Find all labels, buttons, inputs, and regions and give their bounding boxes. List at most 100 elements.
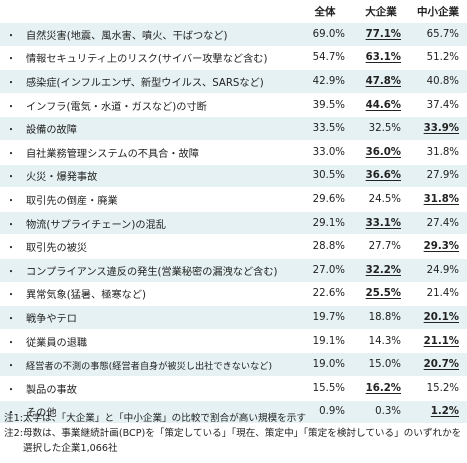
row-label: 自然災害(地震、風水害、噴火、干ばつなど) [22,22,297,47]
table-row: ・感染症(インフルエンザ、新型ウイルス、SARSなど) 42.9% 47.8% 40.… [0,69,467,94]
row-label: コンプライアンス違反の発生(営業秘密の漏洩など含む) [22,257,297,283]
value-sme: 21.4% [409,281,467,306]
note-1: 注1: 太字は、「大企業」と「中小企業」の比較で割合が高い規模を示す [4,411,464,426]
value-large: 36.6% [353,163,409,188]
row-bullet: ・ [0,92,22,117]
value-all: 19.1% [297,328,353,353]
value-all: 0.9% [297,399,353,424]
value-large: 24.5% [353,187,409,212]
value-sme: 24.9% [409,257,467,283]
value-sme: 51.2% [409,45,467,70]
row-label: 設備の故障 [22,116,297,141]
value-all: 29.6% [297,187,353,212]
value-all: 27.0% [297,257,353,283]
note-1-tag: 注1: [4,413,23,424]
value-all: 33.5% [297,116,353,141]
row-bullet: ・ [0,399,22,424]
value-sme: 15.2% [409,375,467,400]
value-all: 19.7% [297,305,353,330]
risk-table: 全体 大企業 中小企業 ・自然災害(地震、風水害、噴火、干ばつなど) 69.0% 7… [0,0,467,424]
value-sme: 40.8% [409,69,467,94]
value-all: 29.1% [297,210,353,235]
table-row: ・戦争やテロ 19.7% 18.8% 20.1% [0,305,467,330]
row-bullet: ・ [0,305,22,330]
value-sme: 33.9% [409,116,467,141]
note-1-text: 太字は、「大企業」と「中小企業」の比較で割合が高い規模を示す [22,413,306,424]
row-bullet: ・ [0,375,22,400]
row-label: 戦争やテロ [22,305,297,330]
header-all: 全体 [297,0,353,23]
row-label: 火災・爆発事故 [22,163,297,188]
row-label: 自社業務管理システムの不具合・故障 [22,139,297,165]
value-large: 47.8% [353,69,409,94]
row-label: 経営者の不測の事態(経営者自身が被災し出社できないなど) [22,352,297,377]
note-2-tag: 注2: [4,428,23,439]
row-label: 取引先の被災 [22,234,297,259]
table-row: ・自社業務管理システムの不具合・故障 33.0% 36.0% 31.8% [0,139,467,165]
row-label: 取引先の倒産・廃業 [22,187,297,212]
table-row: ・自然災害(地震、風水害、噴火、干ばつなど) 69.0% 77.1% 65.7% [0,22,467,47]
value-sme: 37.4% [409,92,467,117]
row-label: 物流(サプライチェーン)の混乱 [22,210,297,235]
row-label: インフラ(電気・水道・ガスなど)の寸断 [22,92,297,117]
table-row: ・経営者の不測の事態(経営者自身が被災し出社できないなど) 19.0% 15.0% 2… [0,352,467,377]
row-label: 情報セキュリティ上のリスク(サイバー攻撃など含む) [22,45,297,70]
value-large: 32.5% [353,116,409,141]
row-label: 異常気象(猛暑、極寒など) [22,281,297,306]
value-sme: 1.2% [409,399,467,424]
value-all: 22.6% [297,281,353,306]
header-bullet-spacer [0,0,22,23]
notes: 注1: 太字は、「大企業」と「中小企業」の比較で割合が高い規模を示す 注2: 母… [4,411,464,456]
value-sme: 29.3% [409,234,467,259]
value-sme: 21.1% [409,328,467,353]
header-large: 大企業 [353,0,409,23]
value-large: 36.0% [353,139,409,165]
row-bullet: ・ [0,45,22,70]
row-bullet: ・ [0,69,22,94]
value-all: 69.0% [297,22,353,47]
value-sme: 65.7% [409,22,467,47]
row-bullet: ・ [0,257,22,283]
row-bullet: ・ [0,352,22,377]
table-row: ・物流(サプライチェーン)の混乱 29.1% 33.1% 27.4% [0,210,467,235]
value-large: 44.6% [353,92,409,117]
row-label: 感染症(インフルエンザ、新型ウイルス、SARSなど) [22,69,297,94]
table-row: ・取引先の倒産・廃業 29.6% 24.5% 31.8% [0,187,467,212]
value-large: 18.8% [353,305,409,330]
table-header-row: 全体 大企業 中小企業 [0,0,467,23]
table-row: ・インフラ(電気・水道・ガスなど)の寸断 39.5% 44.6% 37.4% [0,92,467,117]
table-body: ・自然災害(地震、風水害、噴火、干ばつなど) 69.0% 77.1% 65.7% ・情報… [0,22,467,424]
value-sme: 20.7% [409,352,467,377]
row-bullet: ・ [0,116,22,141]
value-all: 15.5% [297,375,353,400]
row-label: 製品の事故 [22,375,297,400]
value-large: 77.1% [353,22,409,47]
value-sme: 20.1% [409,305,467,330]
table-row: ・コンプライアンス違反の発生(営業秘密の漏洩など含む) 27.0% 32.2% 24.… [0,257,467,283]
value-all: 39.5% [297,92,353,117]
value-sme: 27.9% [409,163,467,188]
table-row: ・異常気象(猛暑、極寒など) 22.6% 25.5% 21.4% [0,281,467,306]
table-row: ・取引先の被災 28.8% 27.7% 29.3% [0,234,467,259]
row-bullet: ・ [0,210,22,235]
table-row: ・製品の事故 15.5% 16.2% 15.2% [0,375,467,400]
note-2: 注2: 母数は、事業継続計画(BCP)を「策定している」「現在、策定中」「策定を… [4,426,464,456]
value-large: 14.3% [353,328,409,353]
row-bullet: ・ [0,328,22,353]
row-bullet: ・ [0,187,22,212]
row-label: その他 [22,399,297,424]
table-row: ・設備の故障 33.5% 32.5% 33.9% [0,116,467,141]
header-sme: 中小企業 [409,0,467,23]
row-bullet: ・ [0,163,22,188]
value-all: 54.7% [297,45,353,70]
table-row: ・火災・爆発事故 30.5% 36.6% 27.9% [0,163,467,188]
value-large: 32.2% [353,257,409,283]
value-sme: 31.8% [409,187,467,212]
value-all: 42.9% [297,69,353,94]
value-all: 28.8% [297,234,353,259]
row-bullet: ・ [0,234,22,259]
row-bullet: ・ [0,139,22,165]
row-bullet: ・ [0,281,22,306]
value-large: 16.2% [353,375,409,400]
